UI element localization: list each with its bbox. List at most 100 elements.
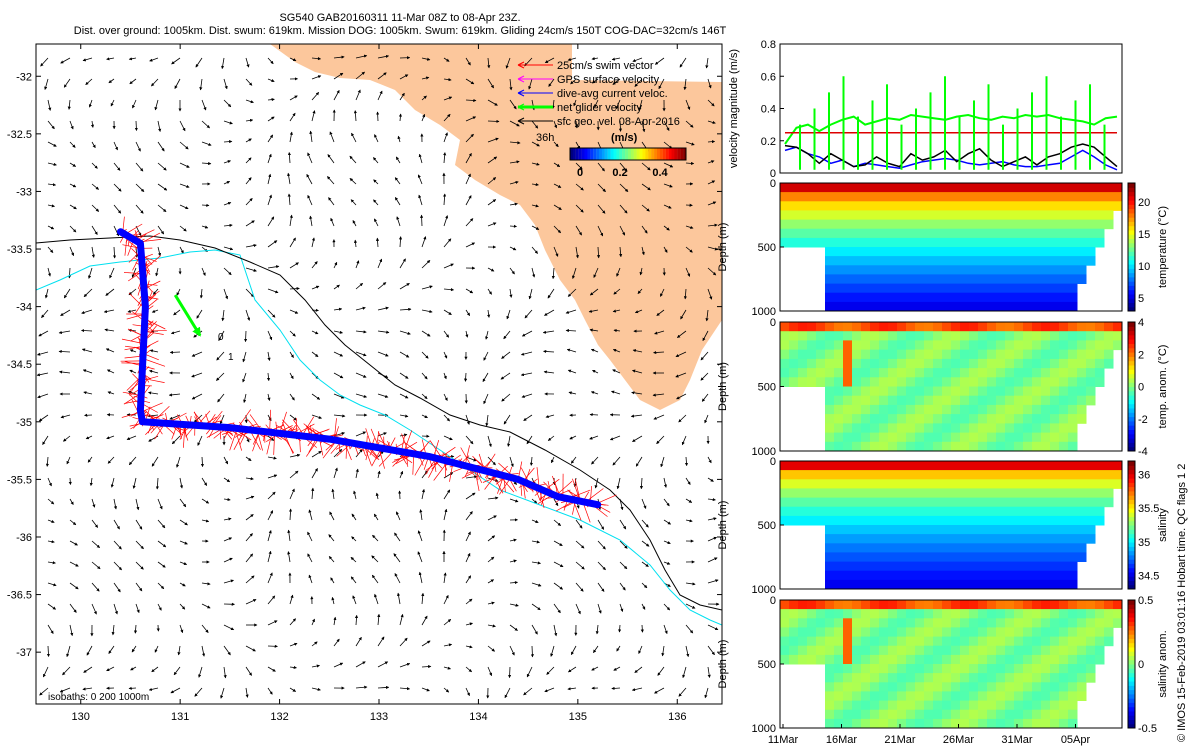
section-cell bbox=[834, 627, 844, 637]
section-cell bbox=[1032, 488, 1042, 498]
section-cell bbox=[1032, 525, 1042, 535]
section-cell bbox=[942, 579, 952, 590]
section-cell bbox=[1086, 664, 1096, 674]
sfc-geo-vector bbox=[47, 141, 57, 147]
section-cell bbox=[1014, 488, 1024, 498]
section-cell bbox=[933, 432, 943, 443]
section-colorbar-label: salinity anom. bbox=[1157, 630, 1169, 697]
sfc-geo-vector bbox=[707, 666, 711, 679]
section-cell bbox=[807, 461, 817, 471]
section-cell bbox=[780, 515, 790, 526]
sfc-geo-vector bbox=[544, 687, 555, 693]
section-cell bbox=[1059, 368, 1069, 378]
sfc-geo-vector bbox=[267, 456, 277, 460]
section-cell bbox=[1050, 395, 1060, 406]
section-cell bbox=[789, 506, 799, 517]
section-cell bbox=[1023, 219, 1033, 230]
section-cell bbox=[951, 561, 961, 572]
map-x-tick-label: 134 bbox=[469, 711, 487, 723]
section-cell bbox=[816, 488, 826, 498]
sfc-geo-vector bbox=[179, 246, 184, 254]
sfc-geo-vector bbox=[701, 393, 709, 402]
section-cell bbox=[1032, 265, 1042, 275]
section-cell bbox=[1005, 349, 1015, 360]
section-cell bbox=[1104, 201, 1114, 211]
section-cell bbox=[1095, 506, 1105, 517]
section-cell bbox=[1032, 534, 1042, 544]
section-cell bbox=[969, 636, 979, 647]
section-cell bbox=[951, 331, 961, 341]
sfc-geo-vector bbox=[551, 99, 555, 109]
colorbar-cell bbox=[639, 148, 643, 160]
sfc-geo-vector bbox=[69, 603, 77, 613]
section-cell bbox=[1086, 219, 1096, 230]
section-cell bbox=[1068, 414, 1078, 424]
section-cell bbox=[789, 192, 799, 202]
colorbar-cell bbox=[570, 148, 573, 160]
sfc-geo-vector bbox=[553, 204, 562, 210]
section-cell bbox=[825, 515, 835, 526]
section-cell bbox=[1086, 654, 1096, 665]
section-cell bbox=[951, 691, 961, 701]
section-cell bbox=[915, 274, 925, 284]
section-colorbar-cell bbox=[1128, 473, 1135, 479]
section-cell bbox=[1077, 470, 1087, 480]
sfc-geo-vector bbox=[398, 490, 402, 500]
section-cell bbox=[942, 228, 952, 239]
section-cell bbox=[960, 515, 970, 526]
sfc-geo-vector bbox=[330, 217, 335, 227]
section-cell bbox=[879, 600, 889, 610]
section-cell bbox=[1068, 404, 1078, 415]
section-cell bbox=[1041, 219, 1051, 230]
sfc-geo-vector bbox=[90, 120, 95, 128]
section-cell bbox=[1005, 404, 1015, 415]
section-cell bbox=[879, 525, 889, 535]
section-cell bbox=[1068, 470, 1078, 480]
sfc-geo-vector bbox=[36, 372, 49, 377]
section-cell bbox=[870, 618, 880, 628]
section-cell bbox=[843, 265, 853, 275]
section-cell bbox=[888, 368, 898, 378]
section-cell bbox=[1050, 691, 1060, 701]
section-cell bbox=[1077, 349, 1087, 360]
section-colorbar-cell bbox=[1128, 276, 1135, 282]
section-cell bbox=[879, 301, 889, 312]
section-cell bbox=[1059, 461, 1069, 471]
section-cell bbox=[816, 497, 826, 508]
section-cell bbox=[951, 322, 961, 332]
section-cell bbox=[852, 292, 862, 303]
section-cell bbox=[1095, 340, 1105, 351]
sfc-geo-vector bbox=[443, 96, 453, 101]
section-colorbar-cell bbox=[1128, 710, 1135, 716]
sfc-geo-vector bbox=[289, 594, 294, 605]
section-cell bbox=[1041, 292, 1051, 303]
section-cell bbox=[879, 228, 889, 239]
sfc-geo-vector bbox=[201, 99, 207, 111]
section-cell bbox=[852, 377, 862, 387]
sfc-geo-vector bbox=[685, 519, 693, 523]
map-y-tick-label: -32.5 bbox=[7, 129, 32, 141]
section-cell bbox=[1086, 618, 1096, 628]
sfc-geo-vector bbox=[311, 330, 319, 335]
section-cell bbox=[960, 664, 970, 674]
section-cell bbox=[978, 709, 988, 720]
sfc-geo-vector bbox=[487, 119, 500, 123]
section-cell bbox=[1005, 700, 1015, 711]
section-cell bbox=[888, 237, 898, 248]
section-cell bbox=[825, 292, 835, 303]
section-cell bbox=[1023, 461, 1033, 471]
sfc-geo-vector bbox=[371, 555, 379, 563]
sfc-geo-vector bbox=[609, 435, 621, 441]
section-cell bbox=[978, 237, 988, 248]
section-cell bbox=[906, 228, 916, 239]
section-cell bbox=[915, 301, 925, 312]
section-cell bbox=[1068, 654, 1078, 665]
sfc-geo-vector bbox=[267, 330, 273, 341]
section-cell bbox=[960, 423, 970, 434]
section-colorbar-cell bbox=[1128, 268, 1135, 274]
sfc-geo-vector bbox=[223, 579, 235, 584]
sfc-geo-vector bbox=[465, 116, 477, 122]
section-cell bbox=[834, 265, 844, 275]
section-cell bbox=[843, 525, 853, 535]
sfc-geo-vector bbox=[465, 456, 477, 462]
